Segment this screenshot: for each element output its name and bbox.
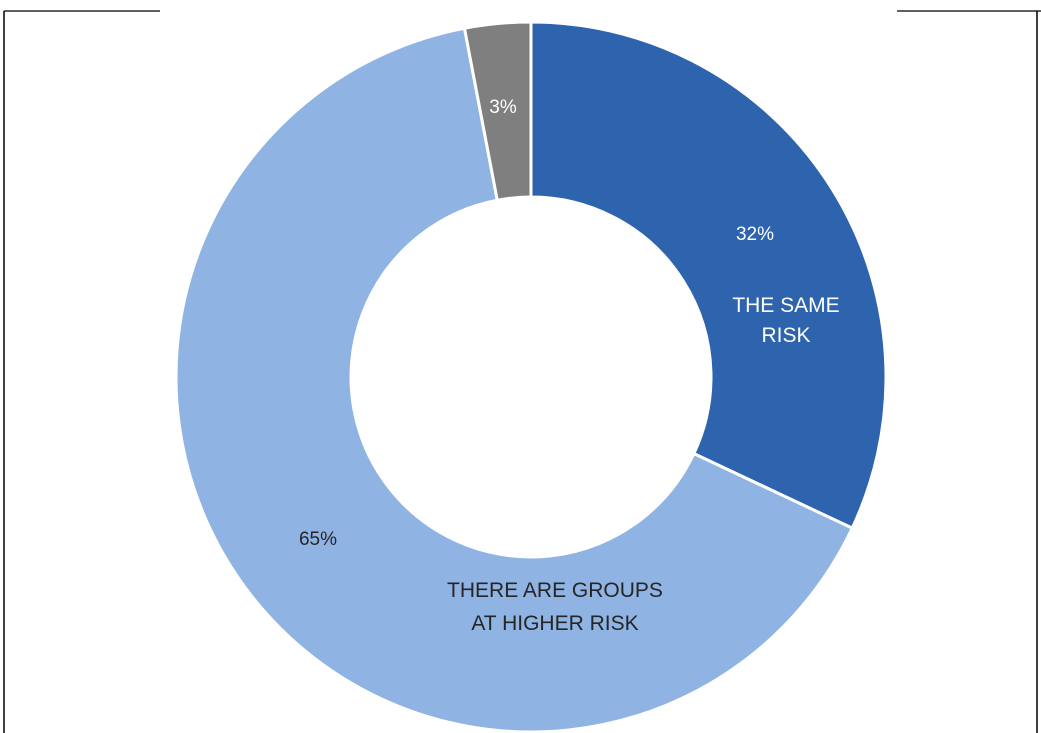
slice-value-label-3: 3% — [489, 97, 517, 118]
slice-value-label-2: 65% — [299, 529, 337, 550]
slice-category-label-2: THERE ARE GROUPS AT HIGHER RISK — [447, 579, 663, 635]
donut-slice-3 — [462, 20, 533, 202]
donut-slices — [174, 20, 888, 733]
donut-slice-1 — [529, 20, 888, 531]
donut-slice-2 — [174, 26, 855, 733]
slice-category-label-1: THE SAME RISK — [732, 294, 839, 347]
slice-value-label-1: 32% — [736, 224, 774, 245]
donut-labels: 32% THE SAME RISK 65% THERE ARE GROUPS AT HIG… — [299, 97, 840, 635]
